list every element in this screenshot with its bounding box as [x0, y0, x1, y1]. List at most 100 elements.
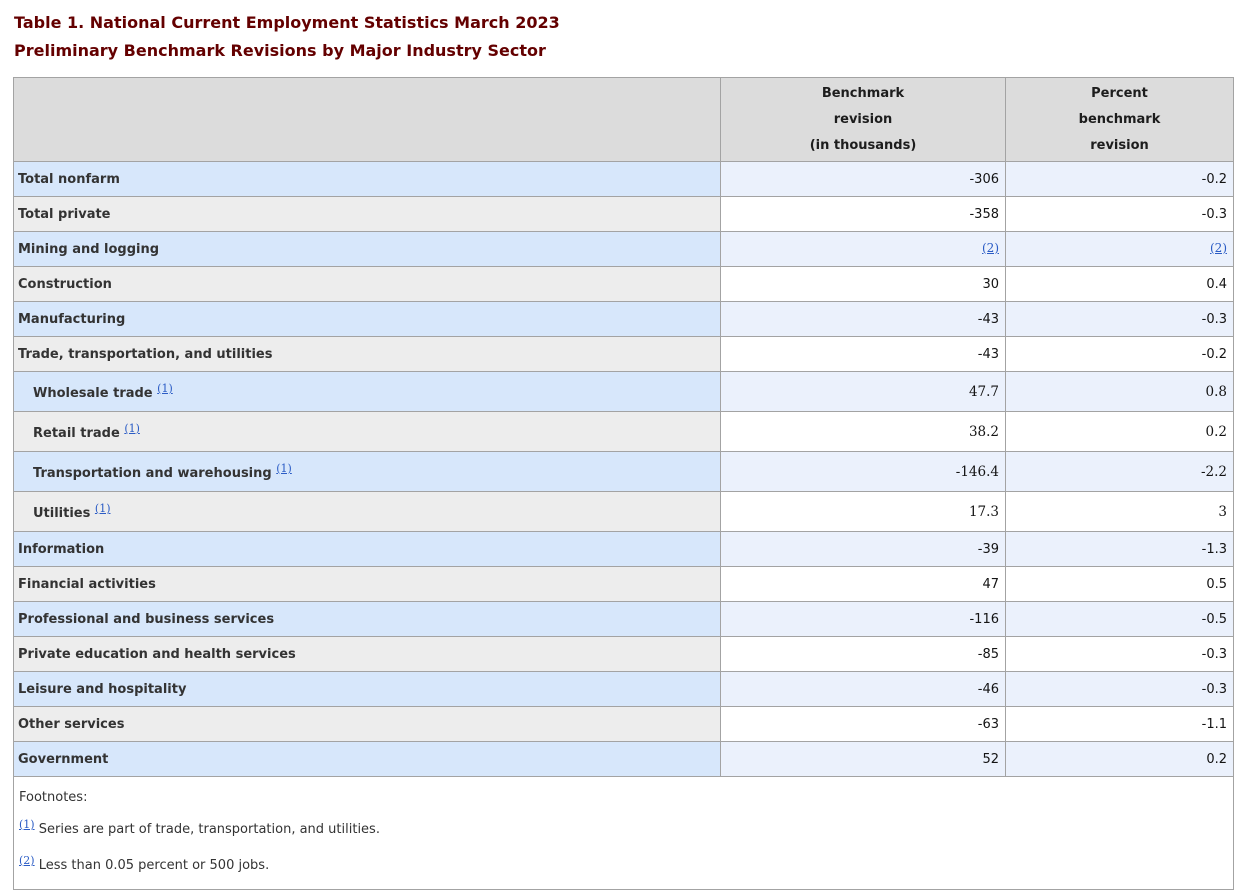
benchmark-revision-value: -146.4 [720, 451, 1006, 492]
percent-benchmark-revision-value: -1.3 [1005, 531, 1234, 567]
percent-benchmark-revision-value: -1.1 [1005, 706, 1234, 742]
footnote-1-link[interactable]: (1) [94, 502, 111, 515]
table-row-mining-and-logging: Mining and logging (2) (2) [13, 231, 1234, 267]
row-label-retail-trade: Retail trade (1) [13, 411, 721, 452]
row-label-text: Retail trade [33, 426, 120, 441]
percent-benchmark-revision-value: 0.4 [1005, 266, 1234, 302]
header-line: Benchmark [821, 85, 905, 101]
row-label-text: Other services [18, 716, 125, 732]
page-title-line2: Preliminary Benchmark Revisions by Major… [14, 41, 546, 60]
header-line: revision [833, 111, 893, 127]
row-label-trade-transportation-and-utilities: Trade, transportation, and utilities [13, 336, 721, 372]
percent-benchmark-revision-value: -0.2 [1005, 161, 1234, 197]
row-label-text: Information [18, 541, 105, 557]
header-line: revision [1090, 137, 1149, 153]
row-label-wholesale-trade: Wholesale trade (1) [13, 371, 721, 412]
percent-benchmark-revision-value: -0.3 [1005, 196, 1234, 232]
footnote-2-link[interactable]: (2) [982, 240, 999, 255]
row-label-private-education-and-health-services: Private education and health services [13, 636, 721, 672]
benchmark-revision-value: -358 [720, 196, 1006, 232]
benchmark-revision-value: -43 [720, 301, 1006, 337]
table-row-manufacturing: Manufacturing -43 -0.3 [13, 301, 1234, 337]
row-label-text: Construction [18, 276, 112, 292]
footnote-1-link[interactable]: (1) [124, 422, 140, 435]
row-label-text: Private education and health services [18, 646, 296, 662]
row-label-financial-activities: Financial activities [13, 566, 721, 602]
table-row-total-private: Total private -358 -0.3 [13, 196, 1234, 232]
benchmark-revision-value: 47.7 [720, 371, 1006, 412]
percent-benchmark-revision-value: -0.3 [1005, 301, 1234, 337]
percent-benchmark-revision-value: -0.3 [1005, 671, 1234, 707]
row-label-text: Wholesale trade [33, 386, 153, 401]
percent-benchmark-revision-value: -0.3 [1005, 636, 1234, 672]
table-row-construction: Construction 30 0.4 [13, 266, 1234, 302]
header-line: (in thousands) [809, 137, 917, 153]
footnote-item: (1) Series are part of trade, transporta… [19, 809, 1227, 845]
benchmark-revisions-table: Benchmark revision (in thousands) Percent b… [13, 77, 1234, 890]
footnote-2-link[interactable]: (2) [1210, 240, 1227, 255]
row-label-text: Government [18, 751, 109, 767]
footnotes-row: Footnotes: (1) Series are part of trade,… [13, 776, 1234, 890]
row-label-text: Financial activities [18, 576, 156, 592]
row-label-government: Government [13, 741, 721, 777]
footnotes-list: (1) Series are part of trade, transporta… [19, 809, 1227, 881]
percent-benchmark-revision-value: 3 [1005, 491, 1234, 532]
row-label-transportation-and-warehousing: Transportation and warehousing (1) [13, 451, 721, 492]
page-title: Table 1. National Current Employment Sta… [14, 9, 1246, 65]
row-label-leisure-and-hospitality: Leisure and hospitality [13, 671, 721, 707]
percent-benchmark-revision-value: 0.2 [1005, 741, 1234, 777]
footnote-1-link[interactable]: (1) [276, 462, 292, 475]
benchmark-revision-value: -85 [720, 636, 1006, 672]
percent-benchmark-revision-value: 0.8 [1005, 371, 1234, 412]
footnote-text: Less than 0.05 percent or 500 jobs. [38, 858, 270, 873]
footnotes-heading: Footnotes: [19, 790, 88, 805]
footnote-item: (2) Less than 0.05 percent or 500 jobs. [19, 845, 1227, 881]
table-row-utilities: Utilities (1) 17.3 3 [13, 491, 1234, 532]
table-row-leisure-and-hospitality: Leisure and hospitality -46 -0.3 [13, 671, 1234, 707]
footnote-marker-link[interactable]: (2) [19, 854, 35, 867]
table-row-financial-activities: Financial activities 47 0.5 [13, 566, 1234, 602]
percent-benchmark-revision-value: -0.5 [1005, 601, 1234, 637]
benchmark-revision-value: 38.2 [720, 411, 1006, 452]
benchmark-revision-value: 17.3 [720, 491, 1006, 532]
table-row-retail-trade: Retail trade (1) 38.2 0.2 [13, 411, 1234, 452]
benchmark-revision-value: 30 [720, 266, 1006, 302]
row-label-mining-and-logging: Mining and logging [13, 231, 721, 267]
row-label-text: Trade, transportation, and utilities [18, 346, 273, 362]
footnote-1-link[interactable]: (1) [157, 382, 173, 395]
table-row-professional-and-business-services: Professional and business services -116 -0… [13, 601, 1234, 637]
table-row-information: Information -39 -1.3 [13, 531, 1234, 567]
footnotes-section: Footnotes: (1) Series are part of trade,… [13, 776, 1234, 890]
row-label-text: Transportation and warehousing [33, 466, 272, 481]
table-row-government: Government 52 0.2 [13, 741, 1234, 777]
header-line: Percent [1091, 85, 1148, 101]
row-label-text: Professional and business services [18, 611, 275, 627]
column-header-percent-benchmark-revision: Percent benchmark revision [1005, 77, 1234, 162]
row-label-information: Information [13, 531, 721, 567]
table-row-other-services: Other services -63 -1.1 [13, 706, 1234, 742]
benchmark-revision-value: (2) [720, 231, 1006, 267]
page-title-line1: Table 1. National Current Employment Sta… [14, 13, 560, 32]
table-row-wholesale-trade: Wholesale trade (1) 47.7 0.8 [13, 371, 1234, 412]
row-label-text: Total private [18, 206, 111, 222]
row-label-manufacturing: Manufacturing [13, 301, 721, 337]
benchmark-revision-value: -306 [720, 161, 1006, 197]
stub-header-cell [13, 77, 721, 162]
row-label-total-nonfarm: Total nonfarm [13, 161, 721, 197]
header-row: Benchmark revision (in thousands) Percent b… [13, 77, 1234, 162]
percent-benchmark-revision-value: -0.2 [1005, 336, 1234, 372]
page: Table 1. National Current Employment Sta… [0, 9, 1246, 890]
header-line: benchmark [1078, 111, 1161, 127]
row-label-text: Leisure and hospitality [18, 681, 187, 697]
row-label-professional-and-business-services: Professional and business services [13, 601, 721, 637]
row-label-text: Mining and logging [18, 241, 160, 257]
percent-benchmark-revision-value: 0.2 [1005, 411, 1234, 452]
row-label-text: Total nonfarm [18, 171, 120, 187]
percent-benchmark-revision-value: -2.2 [1005, 451, 1234, 492]
table-row-transportation-and-warehousing: Transportation and warehousing (1) -146.4… [13, 451, 1234, 492]
row-label-text: Manufacturing [18, 311, 126, 327]
row-label-other-services: Other services [13, 706, 721, 742]
row-label-utilities: Utilities (1) [13, 491, 721, 532]
footnote-marker-link[interactable]: (1) [19, 818, 35, 831]
row-label-construction: Construction [13, 266, 721, 302]
